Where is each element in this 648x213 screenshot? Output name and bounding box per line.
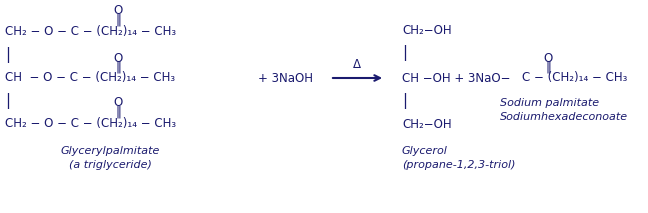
Text: + 3NaOH: + 3NaOH <box>257 72 312 85</box>
Text: Glycerol: Glycerol <box>402 146 448 156</box>
Text: (propane-1,2,3-triol): (propane-1,2,3-triol) <box>402 160 516 170</box>
Text: CH₂−OH: CH₂−OH <box>402 24 452 37</box>
Text: ‖: ‖ <box>115 60 121 73</box>
Text: CH₂−OH: CH₂−OH <box>402 118 452 131</box>
Text: Glycerylpalmitate: Glycerylpalmitate <box>60 146 159 156</box>
Text: |: | <box>402 93 407 109</box>
Text: |: | <box>402 45 407 61</box>
Text: CH −OH + 3NaO−: CH −OH + 3NaO− <box>402 72 511 85</box>
Text: O: O <box>113 4 122 17</box>
Text: O: O <box>544 52 553 65</box>
Text: CH  − O − C − (CH₂)₁₄ − CH₃: CH − O − C − (CH₂)₁₄ − CH₃ <box>5 72 175 85</box>
Text: |: | <box>5 93 10 109</box>
Text: |: | <box>5 47 10 63</box>
Text: ‖: ‖ <box>115 105 121 118</box>
Text: O: O <box>113 96 122 109</box>
Text: Sodiumhexadeconoate: Sodiumhexadeconoate <box>500 112 628 122</box>
Text: ‖: ‖ <box>545 60 551 73</box>
Text: CH₂ − O − C − (CH₂)₁₄ − CH₃: CH₂ − O − C − (CH₂)₁₄ − CH₃ <box>5 24 176 37</box>
Text: CH₂ − O − C − (CH₂)₁₄ − CH₃: CH₂ − O − C − (CH₂)₁₄ − CH₃ <box>5 118 176 131</box>
Text: C − (CH₂)₁₄ − CH₃: C − (CH₂)₁₄ − CH₃ <box>522 72 627 85</box>
Text: ‖: ‖ <box>115 13 121 26</box>
Text: Δ: Δ <box>353 59 361 72</box>
Text: Sodium palmitate: Sodium palmitate <box>500 98 599 108</box>
Text: O: O <box>113 52 122 65</box>
Text: (a triglyceride): (a triglyceride) <box>69 160 152 170</box>
